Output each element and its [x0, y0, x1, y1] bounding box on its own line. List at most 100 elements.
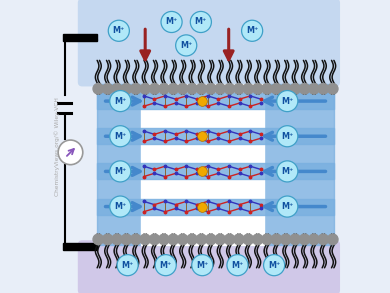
Circle shape	[117, 255, 138, 276]
Circle shape	[149, 234, 160, 245]
Circle shape	[103, 234, 113, 245]
Circle shape	[110, 161, 131, 182]
Circle shape	[308, 84, 319, 94]
Circle shape	[155, 255, 176, 276]
Circle shape	[328, 234, 338, 245]
Circle shape	[280, 234, 291, 245]
Circle shape	[177, 234, 188, 245]
Circle shape	[108, 20, 129, 41]
Circle shape	[187, 84, 197, 94]
Circle shape	[262, 84, 272, 94]
Bar	[97, 84, 334, 245]
Circle shape	[299, 234, 310, 245]
Circle shape	[308, 234, 319, 245]
Text: M⁺: M⁺	[195, 18, 207, 26]
Text: M⁺: M⁺	[281, 167, 294, 176]
Text: M⁺: M⁺	[268, 261, 280, 270]
Circle shape	[227, 255, 248, 276]
Bar	[97, 163, 334, 179]
Circle shape	[277, 126, 298, 147]
Circle shape	[241, 20, 263, 41]
Circle shape	[190, 11, 211, 33]
Circle shape	[234, 84, 244, 94]
Text: M⁺: M⁺	[114, 97, 126, 105]
Circle shape	[243, 234, 254, 245]
Circle shape	[58, 140, 83, 165]
Circle shape	[159, 234, 169, 245]
Text: M⁺: M⁺	[121, 261, 134, 270]
Text: M⁺: M⁺	[165, 18, 178, 26]
Circle shape	[176, 35, 197, 56]
Circle shape	[177, 84, 188, 94]
FancyBboxPatch shape	[78, 240, 340, 293]
Bar	[97, 128, 334, 144]
Circle shape	[140, 234, 151, 245]
Circle shape	[280, 84, 291, 94]
Circle shape	[290, 234, 300, 245]
Text: M⁺: M⁺	[281, 132, 294, 141]
Circle shape	[215, 84, 225, 94]
Text: ChemistryViews.org/© Wiley-VCH: ChemistryViews.org/© Wiley-VCH	[54, 97, 60, 196]
Circle shape	[224, 234, 235, 245]
Circle shape	[290, 84, 300, 94]
Circle shape	[328, 84, 338, 94]
Circle shape	[131, 234, 141, 245]
Circle shape	[318, 84, 329, 94]
Bar	[63, 34, 97, 41]
Text: M⁺: M⁺	[160, 261, 172, 270]
Circle shape	[187, 234, 197, 245]
Circle shape	[215, 234, 225, 245]
Circle shape	[318, 234, 329, 245]
Circle shape	[224, 84, 235, 94]
Circle shape	[243, 84, 254, 94]
Circle shape	[234, 234, 244, 245]
Circle shape	[168, 84, 179, 94]
Circle shape	[277, 196, 298, 217]
Circle shape	[252, 234, 263, 245]
Circle shape	[112, 84, 122, 94]
Circle shape	[168, 234, 179, 245]
Bar	[97, 93, 334, 109]
Text: M⁺: M⁺	[114, 202, 126, 211]
Circle shape	[110, 196, 131, 217]
Circle shape	[103, 84, 113, 94]
Text: M⁺: M⁺	[114, 132, 126, 141]
Text: M⁺: M⁺	[231, 261, 244, 270]
Bar	[63, 243, 97, 250]
Circle shape	[93, 234, 104, 245]
Circle shape	[159, 84, 169, 94]
Circle shape	[206, 84, 216, 94]
Text: M⁺: M⁺	[281, 202, 294, 211]
Text: M⁺: M⁺	[281, 97, 294, 105]
Text: M⁺: M⁺	[113, 26, 125, 35]
Circle shape	[140, 84, 151, 94]
Circle shape	[161, 11, 182, 33]
Circle shape	[121, 84, 132, 94]
Circle shape	[277, 91, 298, 112]
Circle shape	[262, 234, 272, 245]
Circle shape	[264, 255, 285, 276]
Circle shape	[252, 84, 263, 94]
Circle shape	[112, 234, 122, 245]
Text: M⁺: M⁺	[114, 167, 126, 176]
Circle shape	[196, 234, 207, 245]
Circle shape	[110, 126, 131, 147]
Circle shape	[277, 161, 298, 182]
Circle shape	[196, 84, 207, 94]
Circle shape	[149, 84, 160, 94]
Circle shape	[121, 234, 132, 245]
Text: M⁺: M⁺	[196, 261, 209, 270]
Circle shape	[299, 84, 310, 94]
Text: M⁺: M⁺	[180, 41, 192, 50]
Circle shape	[131, 84, 141, 94]
Circle shape	[206, 234, 216, 245]
Text: M⁺: M⁺	[246, 26, 258, 35]
Circle shape	[192, 255, 213, 276]
Bar	[97, 199, 334, 214]
Circle shape	[93, 84, 104, 94]
Bar	[141, 84, 264, 245]
Circle shape	[110, 91, 131, 112]
Circle shape	[271, 234, 282, 245]
Circle shape	[271, 84, 282, 94]
FancyBboxPatch shape	[78, 0, 340, 86]
